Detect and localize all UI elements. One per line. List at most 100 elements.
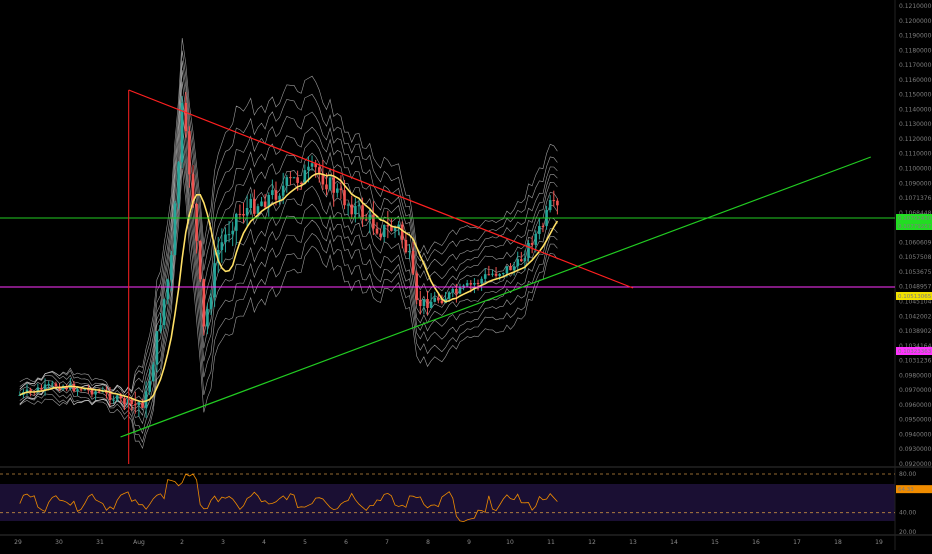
- candle-body: [289, 177, 292, 179]
- candle-body: [458, 287, 462, 294]
- ribbon-line: [19, 154, 558, 443]
- candle-body: [534, 233, 538, 245]
- candle-body: [328, 177, 332, 190]
- price-axis-tick: 0.10900000: [899, 180, 932, 187]
- candle-body: [527, 242, 530, 259]
- candle-body: [137, 402, 141, 406]
- price-axis-tick: 0.11500000: [899, 92, 932, 99]
- time-axis-tick: 11: [547, 539, 555, 546]
- price-tag-bg: [896, 292, 932, 300]
- candle-body: [188, 131, 191, 175]
- candle-body: [393, 227, 397, 231]
- time-axis-tick: 2: [180, 539, 184, 546]
- candle-body: [451, 288, 455, 293]
- candle-body: [483, 274, 487, 279]
- price-tag-label: 0.10792430: [898, 216, 932, 222]
- price-axis-tick: 0.12000000: [899, 18, 932, 25]
- time-axis-tick: 6: [344, 539, 348, 546]
- price-axis-tick: 0.09200000: [899, 461, 932, 468]
- candle-body: [411, 251, 415, 274]
- candle-body: [256, 206, 260, 214]
- candle-body: [530, 242, 534, 245]
- time-axis-tick: 13: [629, 539, 637, 546]
- candle-body: [253, 198, 256, 214]
- candle-body: [303, 170, 307, 185]
- ribbon-line: [19, 38, 558, 394]
- candle-body: [386, 224, 390, 227]
- time-axis-tick: 8: [426, 539, 430, 546]
- candle-body: [101, 391, 105, 393]
- candle-body: [390, 226, 393, 231]
- candle-body: [133, 404, 137, 406]
- candle-body: [368, 214, 372, 220]
- candle-body: [299, 182, 303, 185]
- candle-body: [260, 201, 263, 207]
- candle-body: [422, 299, 426, 307]
- candle-body: [332, 177, 336, 193]
- price-axis: 80.00 40.00 20.00 64.33 0.12100000 0.12000000…: [896, 3, 932, 536]
- candle-body: [325, 184, 328, 190]
- rsi-price-tag-bg: [896, 485, 932, 494]
- candle-body: [61, 386, 65, 390]
- candle-body: [195, 203, 198, 241]
- price-axis-tick: 0.09700000: [899, 387, 932, 394]
- candle-body: [224, 234, 227, 243]
- rsi-price-tag-label: 64.33: [898, 487, 914, 493]
- price-tag-label: 0.10323363: [898, 349, 932, 355]
- candle-body: [216, 249, 220, 264]
- price-axis-tick: 0.10451044: [899, 298, 932, 305]
- candle-body: [357, 205, 361, 207]
- rsi-pane: [0, 473, 895, 523]
- candle-body: [314, 163, 317, 168]
- price-tag-bg: [896, 347, 932, 355]
- candle-body: [498, 273, 501, 276]
- candle-body: [263, 201, 267, 208]
- candle-body: [447, 292, 451, 299]
- candle-body: [249, 198, 253, 208]
- moving-average: [19, 172, 559, 403]
- candle-body: [141, 402, 144, 408]
- candle-body: [372, 214, 375, 229]
- price-axis-tick: 0.11400000: [899, 106, 932, 113]
- price-axis-tick: 0.11900000: [899, 33, 932, 40]
- time-axis-tick: 12: [588, 539, 596, 546]
- candle-body: [206, 308, 209, 327]
- candle-body: [144, 391, 148, 408]
- candle-body: [90, 389, 94, 395]
- candle-body: [292, 177, 296, 179]
- price-axis-tick: 0.09300000: [899, 446, 932, 453]
- candle-body: [523, 258, 527, 262]
- candle-body: [296, 177, 299, 183]
- candle-body: [242, 213, 245, 216]
- time-axis-tick: 3: [221, 539, 225, 546]
- candle-body: [541, 226, 545, 228]
- candle-body: [271, 190, 274, 196]
- price-axis-tick: 0.10713768: [899, 195, 932, 202]
- support-trendline: [120, 156, 872, 438]
- time-axis-tick: 30: [55, 539, 63, 546]
- candle-body: [408, 251, 411, 253]
- candle-body: [336, 188, 339, 193]
- candle-body: [520, 259, 523, 262]
- candle-body: [227, 234, 231, 236]
- candle-body: [350, 204, 354, 215]
- time-axis-tick: 29: [14, 539, 22, 546]
- candle-body: [209, 297, 213, 309]
- price-axis-tick: 0.10341644: [899, 343, 932, 350]
- candle-body: [177, 162, 180, 204]
- ribbon-line: [19, 70, 558, 398]
- candle-body: [321, 173, 325, 185]
- candle-body: [556, 200, 559, 206]
- price-axis-tick: 0.10575085: [899, 254, 932, 261]
- candle-body: [505, 266, 509, 274]
- price-axis-tick: 0.11300000: [899, 121, 932, 128]
- candle-body: [36, 387, 40, 393]
- candle-body: [87, 389, 90, 391]
- time-axis-tick: Aug: [133, 539, 145, 546]
- candle-body: [213, 263, 216, 298]
- candle-body: [79, 389, 83, 391]
- candle-body: [18, 394, 22, 396]
- candle-body: [126, 399, 130, 404]
- candle-body: [238, 213, 242, 215]
